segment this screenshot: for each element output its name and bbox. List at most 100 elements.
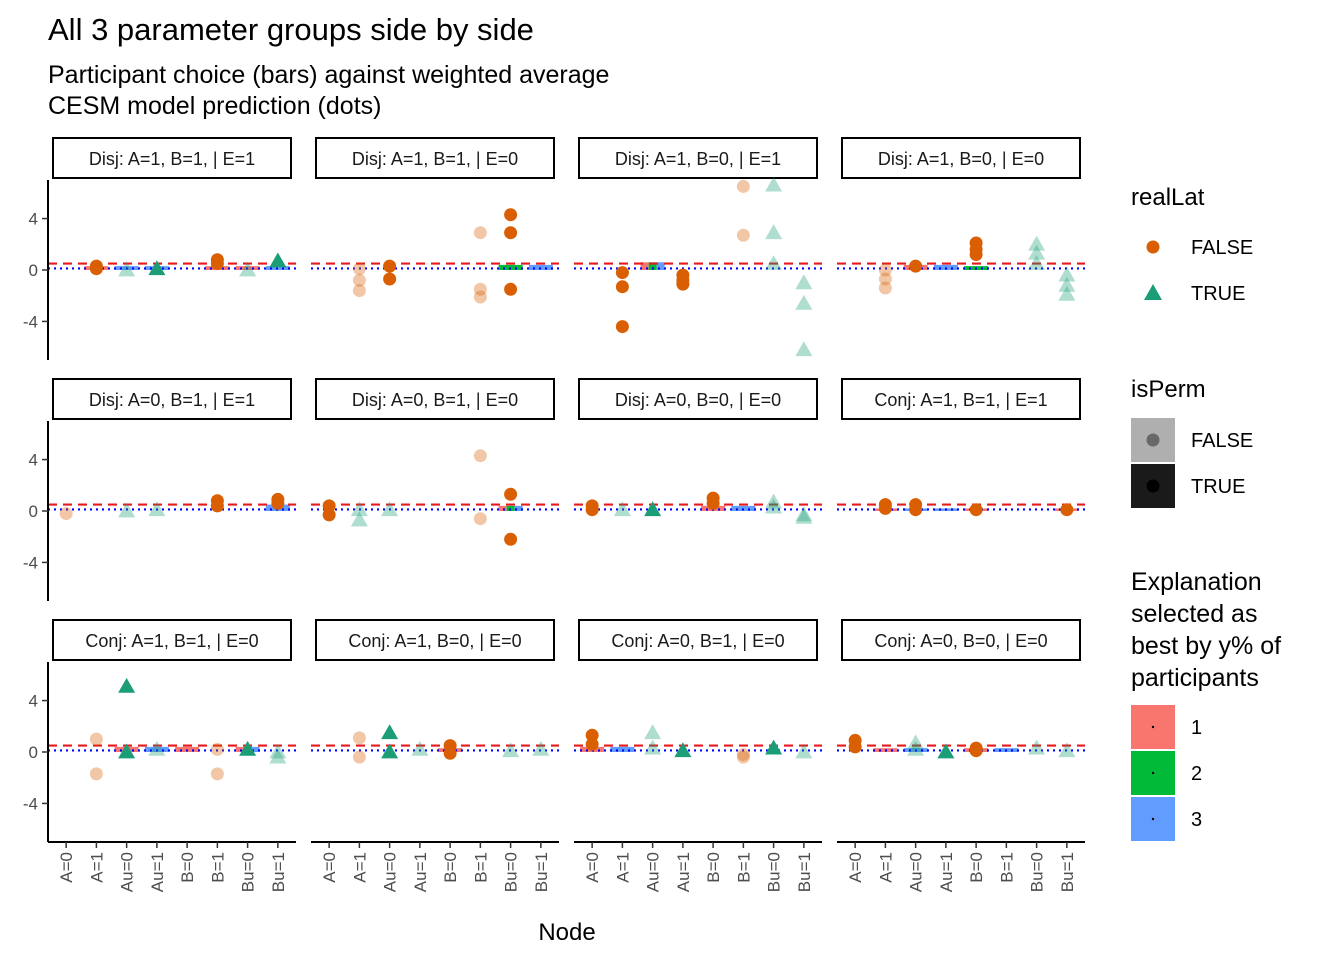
- point-triangle: [795, 508, 813, 524]
- point-circle: [909, 259, 923, 273]
- point-triangle: [381, 724, 399, 740]
- point-triangle: [1058, 285, 1076, 301]
- x-tick-label: A=0: [320, 852, 339, 883]
- point-circle: [473, 449, 487, 463]
- bar: [498, 505, 507, 511]
- y-tick-label: -4: [23, 794, 38, 813]
- legend-key-dot: [1151, 817, 1155, 821]
- x-tick-label: B=0: [178, 852, 197, 883]
- bar: [656, 262, 665, 270]
- y-tick-label: 4: [29, 692, 38, 711]
- point-triangle: [907, 740, 925, 756]
- facet-strip: [315, 619, 555, 661]
- point-triangle: [795, 274, 813, 290]
- point-circle: [615, 266, 629, 280]
- facet-strip: [841, 619, 1081, 661]
- point-triangle: [148, 740, 166, 756]
- point-circle: [878, 281, 892, 295]
- point-circle: [322, 499, 336, 513]
- point-triangle: [350, 501, 368, 517]
- point-circle: [585, 503, 599, 517]
- x-tick-label: A=0: [57, 852, 76, 883]
- point-circle: [969, 503, 983, 517]
- point-triangle: [674, 742, 692, 758]
- facet-panel: Conj: A=0, B=1, | E=0 A=0 A=1 Au=0 Au=1 B=0 B=…: [574, 619, 822, 892]
- point-triangle: [765, 176, 783, 192]
- facet-panel: Disj: A=1, B=0, | E=0: [837, 137, 1085, 301]
- legend-title-explanation-line: participants: [1131, 664, 1259, 692]
- facet-panel: Conj: A=1, B=1, | E=0 -4 0 4 A=0 A=1 Au=0 Au=1 B…: [23, 619, 296, 892]
- facet-strip-label: Disj: A=1, B=0, | E=1: [615, 149, 781, 169]
- facet-strip-label: Disj: A=0, B=1, | E=1: [89, 390, 255, 410]
- point-triangle: [269, 743, 287, 759]
- facet-strip-label: Disj: A=1, B=0, | E=0: [878, 149, 1044, 169]
- y-tick-label: -4: [23, 312, 38, 331]
- point-circle: [473, 226, 487, 240]
- point-circle: [443, 746, 457, 760]
- facet-strip-label: Disj: A=1, B=1, | E=0: [352, 149, 518, 169]
- point-circle: [59, 507, 73, 521]
- legend-title-reallat: realLat: [1131, 184, 1205, 211]
- y-tick-label: 4: [29, 451, 38, 470]
- point-triangle: [148, 260, 166, 276]
- point-triangle: [765, 739, 783, 755]
- facet-strip: [841, 378, 1081, 420]
- legend-key-circle: [1146, 240, 1160, 254]
- point-triangle: [148, 501, 166, 517]
- point-triangle: [937, 743, 955, 759]
- point-circle: [706, 496, 720, 510]
- point-circle: [210, 742, 224, 756]
- legend-key-swatch: [1131, 418, 1175, 462]
- x-tick-label: Au=1: [937, 852, 956, 892]
- x-tick-label: A=0: [583, 852, 602, 883]
- point-triangle: [532, 740, 550, 756]
- x-tick-label: Au=0: [118, 852, 137, 892]
- x-tick-label: Bu=0: [239, 852, 258, 892]
- x-tick-label: A=1: [876, 852, 895, 883]
- point-triangle: [411, 740, 429, 756]
- point-circle: [89, 732, 103, 746]
- x-tick-label: Bu=1: [1058, 852, 1077, 892]
- x-tick-label: Au=0: [381, 852, 400, 892]
- x-tick-label: B=1: [471, 852, 490, 883]
- point-triangle: [350, 511, 368, 527]
- point-triangle: [1058, 266, 1076, 282]
- facet-panel: Disj: A=0, B=0, | E=0: [574, 378, 822, 524]
- point-triangle: [644, 739, 662, 755]
- point-circle: [585, 737, 599, 751]
- x-tick-label: Bu=1: [532, 852, 551, 892]
- x-tick-label: A=1: [87, 852, 106, 883]
- point-triangle: [118, 502, 136, 518]
- facet-panel: Disj: A=0, B=1, | E=1 -4 0 4: [23, 378, 296, 601]
- facet-panel: Disj: A=1, B=1, | E=0: [311, 137, 559, 304]
- point-circle: [1060, 503, 1074, 517]
- point-circle: [352, 262, 366, 276]
- point-triangle: [118, 677, 136, 693]
- legend-key-dot: [1151, 771, 1155, 775]
- bar: [514, 505, 523, 511]
- point-triangle: [381, 743, 399, 759]
- point-circle: [969, 248, 983, 262]
- chart-title: All 3 parameter groups side by side: [48, 12, 534, 47]
- point-triangle: [1028, 235, 1046, 251]
- point-triangle: [1058, 742, 1076, 758]
- x-tick-label: Bu=0: [502, 852, 521, 892]
- facet-strip-label: Conj: A=0, B=1, | E=0: [611, 631, 784, 651]
- point-triangle: [1058, 276, 1076, 292]
- point-circle: [89, 262, 103, 276]
- point-circle: [352, 284, 366, 298]
- legend-key-dot: [1151, 725, 1155, 729]
- facet-panel: Disj: A=1, B=0, | E=1: [574, 137, 822, 357]
- point-circle: [504, 487, 518, 501]
- point-circle: [848, 740, 862, 754]
- point-circle: [736, 750, 750, 764]
- y-tick-label: 0: [29, 502, 38, 521]
- facet-strip-label: Conj: A=1, B=0, | E=0: [348, 631, 521, 651]
- point-circle: [383, 272, 397, 286]
- point-circle: [878, 263, 892, 277]
- legend-key-triangle: [1144, 284, 1162, 300]
- x-tick-label: B=1: [997, 852, 1016, 883]
